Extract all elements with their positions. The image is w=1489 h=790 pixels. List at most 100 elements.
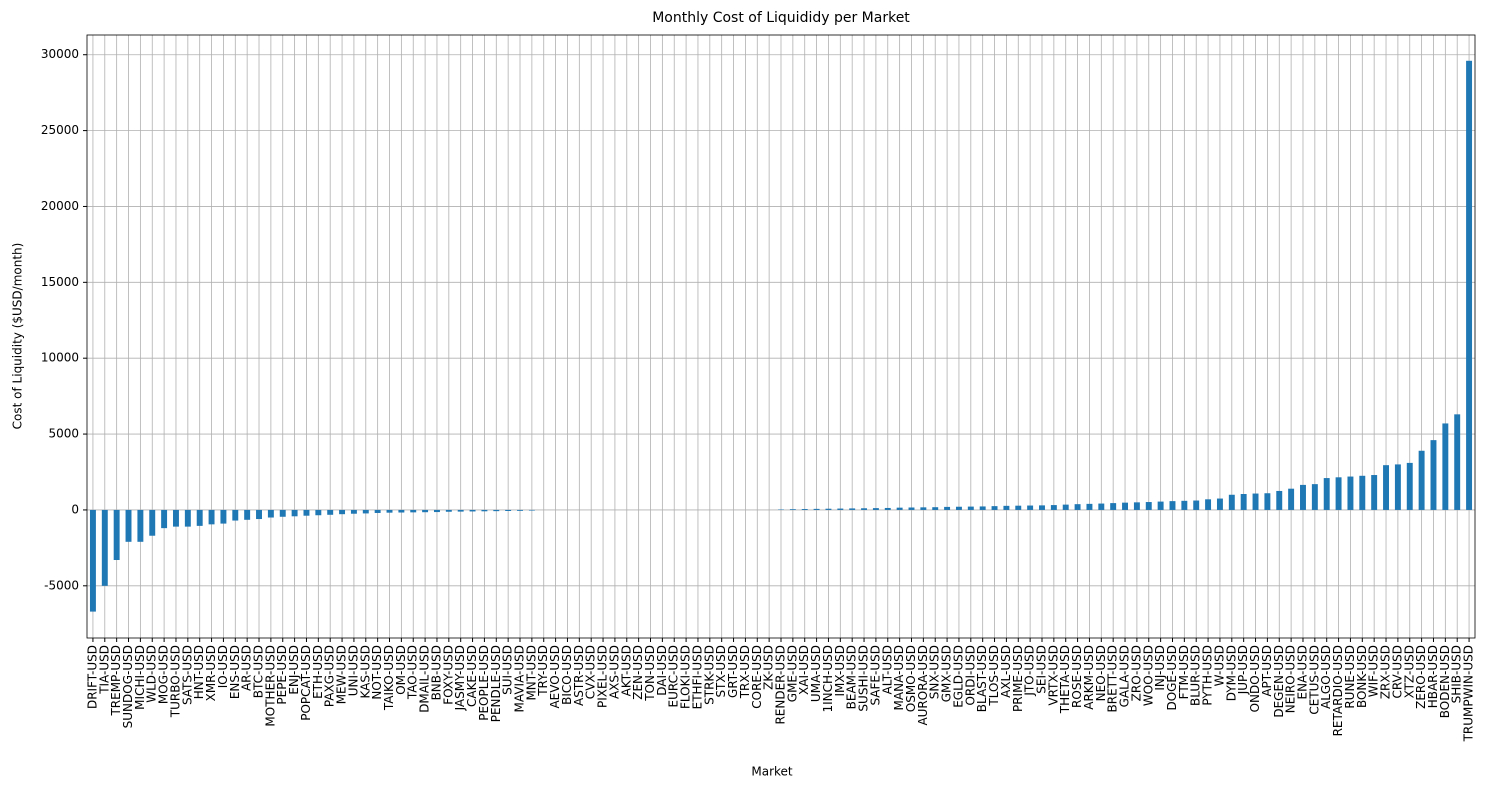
x-tick-label: PEPE-USD [275, 645, 289, 705]
x-tick-label: ENA-USD [1295, 645, 1309, 699]
bar [944, 506, 951, 510]
x-tick-label: XTZ-USD [1402, 645, 1416, 698]
bar [1110, 503, 1117, 510]
x-tick-label: EURC-USD [667, 645, 681, 707]
y-tick-label: 10000 [41, 351, 79, 365]
bar [861, 508, 868, 510]
bar [1228, 494, 1235, 510]
x-tick-label: WOO-USD [1141, 645, 1155, 706]
x-tick-label: MOG-USD [157, 645, 171, 704]
x-tick-label: MICHI-USD [133, 645, 147, 710]
x-tick-label: XMR-USD [204, 645, 218, 701]
bar [125, 509, 132, 542]
bar [481, 509, 488, 512]
x-tick-label: HNT-USD [192, 645, 206, 699]
x-tick-label: AXL-USD [999, 645, 1013, 698]
bar [196, 509, 203, 526]
x-tick-label: JUP-USD [1236, 645, 1250, 695]
bar [303, 509, 310, 516]
x-tick-label: BODEN-USD [1438, 645, 1452, 718]
bar [1240, 494, 1247, 510]
x-tick-label: NEIRO-USD [1284, 645, 1298, 713]
bar [184, 509, 191, 527]
x-tick-label: INJ-USD [1153, 645, 1167, 691]
x-tick-label: STX-USD [714, 645, 728, 698]
x-tick-label: JASMY-USD [453, 645, 467, 711]
x-axis-label: Market [751, 765, 793, 779]
bar [1311, 484, 1318, 510]
x-tick-label: DEGEN-USD [1272, 645, 1286, 718]
x-tick-label: TRX-USD [738, 645, 752, 699]
bar [1288, 488, 1295, 510]
bar [517, 509, 523, 511]
x-tick-label: EGLD-USD [951, 645, 965, 708]
x-tick-label: CVX-USD [584, 645, 598, 699]
x-tick-label: OSMO-USD [904, 645, 918, 712]
x-tick-label: PENDLE-USD [489, 645, 503, 722]
x-tick-label: GRT-USD [726, 645, 740, 698]
x-tick-label: PIXEL-USD [596, 645, 610, 708]
x-tick-label: GME-USD [785, 645, 799, 702]
bar [1442, 423, 1449, 510]
x-tick-label: SEI-USD [1034, 645, 1048, 694]
bar [528, 509, 535, 511]
bar [1074, 504, 1081, 510]
x-tick-label: MANA-USD [892, 645, 906, 710]
x-tick-label: DAI-USD [655, 645, 669, 696]
x-tick-label: AXS-USD [607, 645, 621, 699]
bar [208, 509, 215, 525]
bar [493, 509, 500, 512]
bar [1371, 475, 1378, 510]
chart-title: Monthly Cost of Liquididy per Market [652, 10, 910, 26]
x-tick-label: IMX-USD [833, 645, 847, 697]
x-tick-label: JTO-USD [1023, 645, 1037, 697]
bar [967, 506, 974, 510]
x-tick-label: XAI-USD [797, 645, 811, 695]
x-tick-label: ALGO-USD [1319, 645, 1333, 709]
bar [350, 509, 357, 514]
bar [1027, 505, 1034, 510]
x-tick-label: FTM-USD [1177, 645, 1191, 699]
x-tick-label: ENJ-USD [287, 645, 301, 695]
x-tick-label: ENS-USD [228, 645, 242, 699]
x-tick-label: GMX-USD [940, 645, 954, 702]
x-tick-label: TRY-USD [536, 645, 550, 697]
bar [1252, 493, 1259, 510]
bar [1300, 484, 1306, 510]
x-tick-label: CRV-USD [1390, 645, 1404, 699]
x-tick-label: TLOS-USD [987, 645, 1001, 707]
x-tick-label: TAO-USD [406, 645, 420, 700]
bar [1050, 505, 1057, 510]
x-tick-label: W-USD [1212, 645, 1226, 686]
x-tick-label: HBAR-USD [1426, 645, 1440, 708]
x-tick-label: FOXY-USD [441, 645, 455, 705]
bar [279, 509, 286, 517]
bar [339, 509, 346, 515]
x-tick-label: ORDI-USD [963, 645, 977, 706]
y-tick-label: 20000 [41, 199, 79, 213]
bar [1003, 505, 1010, 510]
bar [505, 509, 512, 511]
x-tick-label: BTC-USD [252, 645, 266, 698]
bar [1062, 504, 1069, 510]
x-tick-label: BONK-USD [1355, 645, 1369, 708]
x-tick-label: TURBO-USD [168, 645, 182, 718]
x-tick-label: STRK-USD [702, 645, 716, 705]
bar [1323, 478, 1330, 510]
bar [161, 509, 168, 529]
bar [1145, 502, 1152, 510]
x-tick-label: UNI-USD [346, 645, 360, 696]
bar [1276, 490, 1283, 510]
x-tick-label: MEW-USD [335, 645, 349, 704]
bar [932, 507, 939, 510]
bar [1157, 501, 1164, 510]
bar [137, 509, 144, 542]
bar [920, 507, 927, 510]
bar [291, 509, 298, 517]
x-tick-label: SUSHI-USD [857, 645, 871, 712]
x-tick-label: ZEN-USD [631, 645, 645, 700]
x-tick-label: APT-USD [1260, 645, 1274, 697]
x-tick-label: PYTH-USD [1201, 645, 1215, 706]
bar [89, 509, 96, 612]
x-tick-label: ALT-USD [880, 645, 894, 694]
